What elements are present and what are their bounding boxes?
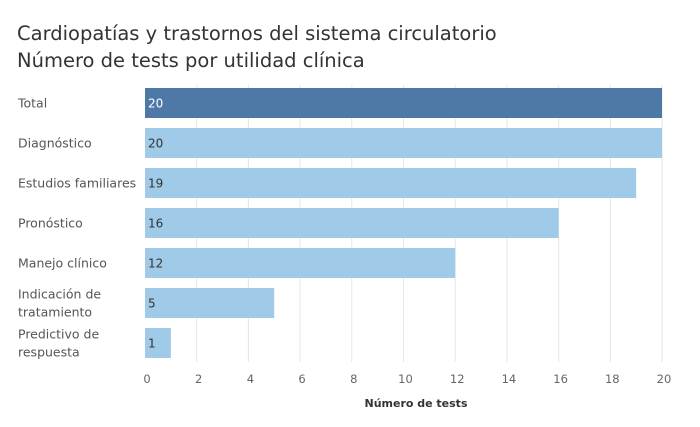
bar[interactable] bbox=[145, 288, 275, 318]
x-tick-label: 14 bbox=[502, 372, 517, 386]
bars bbox=[145, 88, 662, 358]
bar[interactable] bbox=[145, 88, 662, 118]
bar[interactable] bbox=[145, 328, 171, 358]
chart-title-block: Cardiopatías y trastornos del sistema ci… bbox=[17, 20, 497, 74]
category-label: Diagnóstico bbox=[18, 136, 92, 151]
bar-value-label: 19 bbox=[148, 177, 163, 191]
x-tick-label: 20 bbox=[657, 372, 672, 386]
category-label: Indicación de tratamiento bbox=[18, 287, 101, 320]
bar[interactable] bbox=[145, 208, 559, 238]
x-tick-label: 8 bbox=[350, 372, 357, 386]
x-tick-label: 6 bbox=[298, 372, 305, 386]
bar-value-label: 16 bbox=[148, 217, 163, 231]
bar-value-label: 1 bbox=[148, 337, 156, 351]
x-tick-label: 16 bbox=[553, 372, 568, 386]
x-tick-label: 12 bbox=[450, 372, 465, 386]
bar[interactable] bbox=[145, 168, 637, 198]
category-label: Predictivo de respuesta bbox=[18, 327, 99, 360]
category-label: Total bbox=[17, 96, 47, 111]
bar[interactable] bbox=[145, 128, 662, 158]
category-label: Manejo clínico bbox=[18, 256, 107, 271]
bar-value-label: 20 bbox=[148, 137, 163, 151]
x-tick-label: 10 bbox=[398, 372, 413, 386]
labels: 0 2 4 6 8 10 12 14 16 18 20 20 Total 20 Diagnóstico 19 E… bbox=[17, 96, 671, 387]
bar-value-label: 12 bbox=[148, 257, 163, 271]
x-tick-label: 2 bbox=[195, 372, 202, 386]
chart-subtitle: Número de tests por utilidad clínica bbox=[17, 49, 365, 72]
x-tick-label: 4 bbox=[247, 372, 254, 386]
x-tick-label: 18 bbox=[605, 372, 620, 386]
x-tick-label: 0 bbox=[143, 372, 150, 386]
category-label: Estudios familiares bbox=[18, 176, 136, 191]
bar-value-label: 5 bbox=[148, 297, 156, 311]
chart-title: Cardiopatías y trastornos del sistema ci… bbox=[17, 22, 497, 45]
bar-value-label: 20 bbox=[148, 97, 163, 111]
bar[interactable] bbox=[145, 248, 456, 278]
category-label: Pronóstico bbox=[18, 216, 83, 231]
x-axis-title: Número de tests bbox=[364, 397, 467, 410]
